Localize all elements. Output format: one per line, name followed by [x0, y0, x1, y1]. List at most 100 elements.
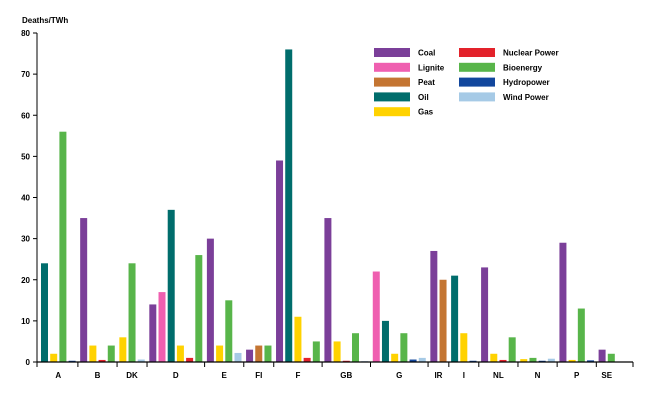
- bar-g-wind-power: [418, 357, 426, 362]
- bar-g-oil: [381, 320, 389, 363]
- x-tick-label: IR: [434, 371, 442, 380]
- bar-d-coal: [149, 304, 157, 362]
- x-tick-label: GB: [340, 371, 352, 380]
- bar-g-hydropower: [409, 359, 417, 362]
- bar-p-gas: [568, 359, 576, 362]
- legend-item: Gas: [374, 107, 434, 117]
- legend-item: Bioenergy: [459, 62, 543, 72]
- legend-item: Oil: [374, 92, 429, 102]
- bar-e-gas: [216, 345, 224, 362]
- bar-a-bioenergy: [59, 131, 67, 362]
- bar-ir-coal: [430, 250, 438, 362]
- bar-ir-peat: [439, 279, 447, 362]
- y-tick-label: 40: [21, 194, 30, 203]
- x-tick-label: B: [95, 371, 101, 380]
- y-tick-label: 80: [21, 29, 30, 38]
- legend-item: Peat: [374, 77, 435, 87]
- legend-item: Nuclear Power: [459, 48, 559, 58]
- y-tick-label: 0: [26, 358, 31, 367]
- legend-swatch: [374, 48, 410, 57]
- x-tick-label: FI: [255, 371, 262, 380]
- bar-e-coal: [206, 238, 214, 363]
- bar-i-gas: [460, 333, 468, 362]
- legend-swatch: [459, 48, 495, 57]
- x-tick-label: E: [222, 371, 228, 380]
- bar-i-oil: [451, 275, 459, 362]
- x-tick-label: A: [55, 371, 61, 380]
- x-tick-label: G: [396, 371, 402, 380]
- legend-label: Hydropower: [503, 78, 550, 87]
- legend-item: Hydropower: [459, 77, 550, 87]
- legend-label: Bioenergy: [503, 63, 543, 72]
- bar-b-gas: [89, 345, 97, 362]
- bar-d-gas: [176, 345, 184, 362]
- bar-nl-bioenergy: [508, 337, 516, 362]
- y-tick-label: 10: [21, 317, 30, 326]
- bar-nl-coal: [481, 267, 489, 362]
- y-tick-label: 50: [21, 152, 30, 161]
- y-tick-label: 20: [21, 276, 30, 285]
- bar-g-lignite: [372, 271, 380, 362]
- bar-i-hydropower: [469, 360, 477, 362]
- bar-b-nuclear-power: [98, 359, 106, 362]
- bar-nl-nuclear-power: [499, 359, 507, 362]
- y-axis-title: Deaths/TWh: [22, 16, 68, 25]
- bar-dk-bioenergy: [128, 263, 136, 362]
- x-tick-label: D: [173, 371, 179, 380]
- legend-label: Gas: [418, 108, 434, 117]
- bar-d-oil: [167, 209, 175, 362]
- legend-label: Peat: [418, 78, 435, 87]
- bar-fi-coal: [246, 349, 254, 362]
- bar-d-lignite: [158, 292, 166, 362]
- legend-swatch: [459, 62, 495, 72]
- bar-f-gas: [294, 316, 302, 362]
- legend-swatch: [374, 62, 410, 72]
- x-tick-label: NL: [493, 371, 504, 380]
- x-tick-label: N: [535, 371, 541, 380]
- legend-item: Coal: [374, 48, 435, 58]
- bar-b-bioenergy: [107, 345, 115, 362]
- bar-b-coal: [80, 218, 88, 362]
- y-tick-label: 70: [21, 70, 30, 79]
- bar-n-bioenergy: [529, 357, 537, 362]
- legend-item: Lignite: [374, 62, 445, 72]
- legend-label: Coal: [418, 49, 435, 58]
- bar-gb-bioenergy: [352, 333, 359, 362]
- bar-g-bioenergy: [400, 333, 408, 362]
- legend-swatch: [459, 92, 495, 102]
- legend-swatch: [459, 77, 495, 87]
- y-tick-label: 60: [21, 111, 30, 120]
- bar-fi-peat: [255, 345, 263, 362]
- legend-label: Oil: [418, 93, 429, 102]
- x-axis: A B DK D E FI F GB G IR I NL N P SE: [36, 361, 634, 380]
- x-tick-label: P: [574, 371, 580, 380]
- bar-gb-coal: [324, 218, 332, 362]
- bar-gb-gas: [333, 341, 341, 362]
- bar-a-oil: [41, 263, 48, 362]
- bar-g-gas: [391, 353, 399, 362]
- bar-f-nuclear-power: [303, 357, 311, 362]
- legend-swatch: [374, 107, 410, 117]
- bar-p-bioenergy: [577, 308, 585, 362]
- bar-p-coal: [559, 242, 567, 362]
- y-tick-label: 30: [21, 235, 30, 244]
- bar-e-wind-power: [234, 352, 242, 362]
- bar-a-gas: [50, 353, 58, 362]
- bar-d-nuclear-power: [186, 357, 194, 362]
- bar-nl-gas: [490, 353, 498, 362]
- bar-n-gas: [520, 359, 528, 362]
- bar-d-bioenergy: [195, 255, 203, 362]
- bar-f-bioenergy: [312, 341, 320, 362]
- bar-a-hydropower: [68, 360, 76, 362]
- legend-label: Nuclear Power: [503, 49, 559, 58]
- bar-e-bioenergy: [225, 300, 233, 362]
- bar-n-wind-power: [547, 358, 555, 362]
- legend-label: Wind Power: [503, 93, 549, 102]
- bar-gb-nuclear-power: [342, 360, 350, 362]
- bar-p-hydropower: [587, 360, 595, 362]
- bar-n-hydropower: [538, 360, 546, 362]
- legend-swatch: [374, 77, 410, 87]
- bar-se-bioenergy: [607, 353, 615, 362]
- bar-dk-wind-power: [137, 359, 145, 362]
